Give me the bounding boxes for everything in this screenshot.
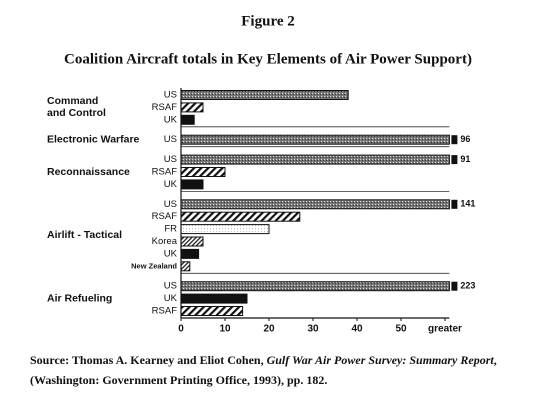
source-prefix: Source: Thomas A. Kearney and Eliot Cohe… [30, 353, 267, 367]
group-label: Command [47, 95, 98, 107]
bar [180, 211, 301, 222]
x-tick-label: 0 [178, 324, 184, 335]
bar-label: Korea [152, 236, 178, 247]
chart: Figure 2 Coalition Aircraft totals in Ke… [47, 13, 475, 335]
bar-label: FR [164, 224, 177, 235]
bar-label: RSAF [152, 102, 178, 113]
bar [180, 261, 191, 272]
value-label: 141 [460, 199, 475, 209]
bar-label: RSAF [152, 211, 178, 222]
bar [180, 102, 204, 113]
x-tick-label: 30 [307, 324, 319, 335]
x-tick-label: 20 [263, 324, 275, 335]
x-tick-label: 50 [395, 324, 407, 335]
bar [180, 114, 195, 125]
bar-label: US [164, 154, 177, 165]
bar [180, 199, 450, 210]
bar [180, 236, 204, 247]
bar-label: US [164, 281, 177, 292]
value-label: 91 [460, 154, 470, 164]
bar-break-stub [451, 199, 458, 209]
group-label: and Control [47, 107, 106, 119]
group-label: Reconnaissance [47, 166, 130, 178]
source-suffix: , (Washington: Government Printing Offic… [30, 353, 497, 387]
value-label: 96 [460, 134, 470, 144]
bar [180, 134, 450, 145]
bar-label: New Zealand [131, 261, 177, 270]
bar [180, 90, 349, 100]
bar-break-stub [451, 155, 458, 165]
x-tick-label: 40 [351, 324, 363, 335]
bar-label: RSAF [152, 306, 178, 317]
x-tick-label: greater [428, 324, 462, 335]
bar [180, 248, 200, 259]
bar-label: RSAF [152, 167, 178, 178]
bar [180, 154, 450, 165]
bar-label: UK [164, 248, 178, 259]
bar [180, 167, 226, 177]
bar [180, 179, 204, 190]
bar-label: US [164, 134, 177, 145]
bar [180, 306, 244, 316]
bar-break-stub [451, 281, 458, 291]
chart-title: Coalition Aircraft totals in Key Element… [64, 51, 472, 67]
source-title: Gulf War Air Power Survey: Summary Repor… [266, 353, 494, 367]
figure-label: Figure 2 [241, 13, 294, 29]
bar-label: US [164, 199, 177, 210]
group-label: Airlift - Tactical [47, 229, 122, 241]
bar-label: UK [164, 293, 178, 304]
group-label: Electronic Warfare [47, 133, 140, 145]
value-label: 223 [460, 281, 475, 291]
x-tick-label: 10 [219, 324, 231, 335]
bar-label: US [164, 90, 177, 101]
bar-break-stub [451, 135, 458, 145]
source: Source: Thomas A. Kearney and Eliot Cohe… [30, 350, 525, 390]
bar [180, 281, 450, 292]
bar-label: UK [164, 114, 178, 125]
bar [180, 224, 270, 235]
group-label: Air Refueling [47, 292, 112, 304]
bar-label: UK [164, 179, 178, 190]
bar [180, 293, 248, 304]
